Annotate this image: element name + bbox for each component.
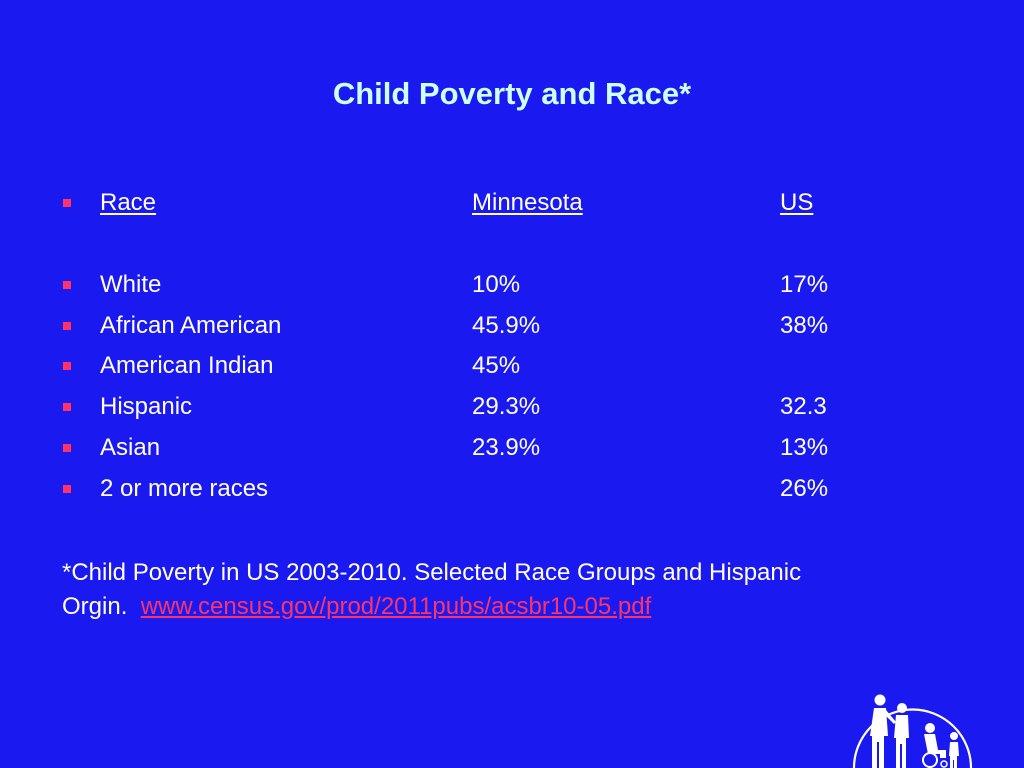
race-cell: Asian — [100, 434, 161, 461]
bullet-icon — [63, 322, 71, 330]
census-source-link[interactable]: www.census.gov/prod/2011pubs/acsbr10-05.… — [140, 593, 652, 620]
table-row: American Indian 45% — [0, 350, 1024, 382]
header-us: US — [780, 189, 814, 216]
minnesota-cell: 10% — [472, 271, 521, 298]
minnesota-cell: 45.9% — [472, 312, 541, 339]
table-row: 2 or more races 26% — [0, 473, 1024, 505]
table-row: African American 45.9% 38% — [0, 310, 1024, 342]
minnesota-cell: 45% — [472, 352, 521, 379]
us-cell: 38% — [780, 312, 829, 339]
bullet-icon — [63, 362, 71, 370]
minnesota-cell: 23.9% — [472, 434, 541, 461]
footnote-prefix: Orgin. — [62, 593, 141, 620]
race-cell: White — [100, 271, 162, 298]
footnote-line: *Child Poverty in US 2003-2010. Selected… — [62, 559, 802, 586]
us-cell: 26% — [780, 475, 829, 502]
race-cell: 2 or more races — [100, 475, 269, 502]
header-race: Race — [100, 189, 157, 216]
header-minnesota: Minnesota — [472, 189, 583, 216]
race-cell: American Indian — [100, 352, 274, 379]
table-row: Asian 23.9% 13% — [0, 432, 1024, 464]
minnesota-cell: 29.3% — [472, 393, 541, 420]
table-header-row: Race Minnesota US — [0, 187, 1024, 219]
bullet-icon — [63, 199, 71, 207]
bullet-icon — [63, 444, 71, 452]
bullet-icon — [63, 403, 71, 411]
bullet-icon — [63, 281, 71, 289]
us-cell: 32.3 — [780, 393, 827, 420]
footnote: *Child Poverty in US 2003-2010. Selected… — [62, 556, 962, 624]
table-row: Hispanic 29.3% 32.3 — [0, 391, 1024, 423]
table-row: White 10% 17% — [0, 269, 1024, 301]
family-silhouette-logo-icon — [852, 694, 973, 768]
race-cell: Hispanic — [100, 393, 193, 420]
bullet-icon — [63, 485, 71, 493]
us-cell: 13% — [780, 434, 829, 461]
us-cell: 17% — [780, 271, 829, 298]
race-cell: African American — [100, 312, 282, 339]
slide-title: Child Poverty and Race* — [332, 76, 692, 111]
footnote-source-line: Orgin. www.census.gov/prod/2011pubs/acsb… — [62, 590, 962, 624]
